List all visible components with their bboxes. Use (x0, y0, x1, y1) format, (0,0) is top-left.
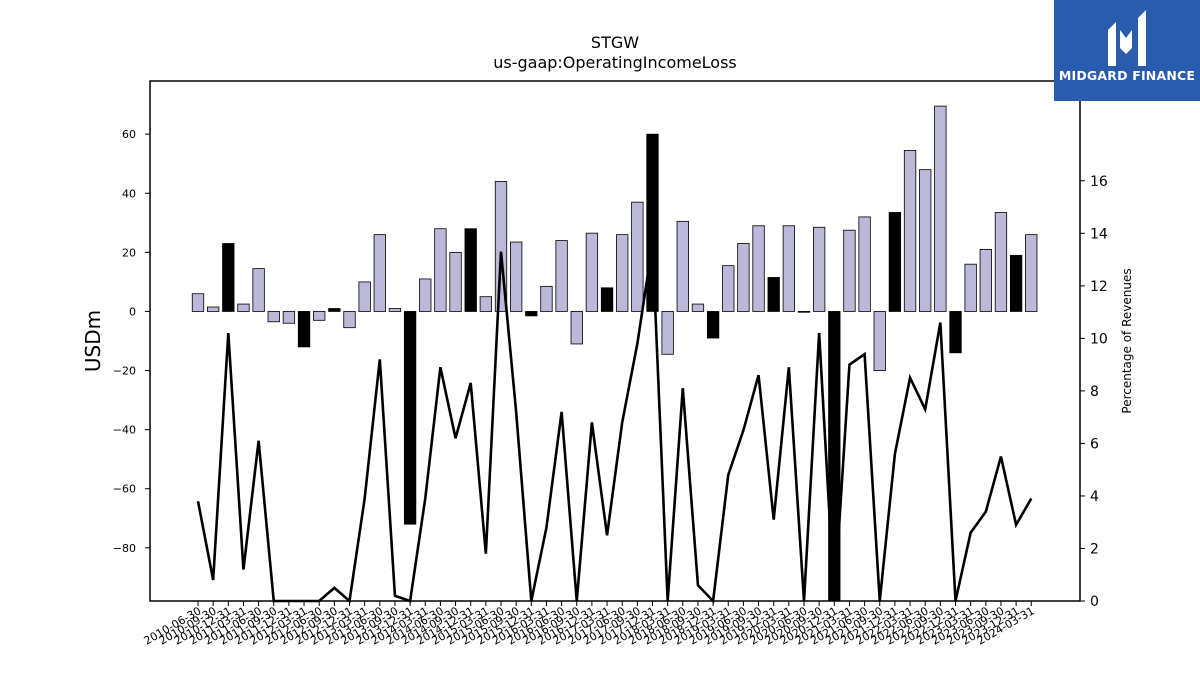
y-tick-label: −40 (113, 424, 136, 437)
y-tick-label: −80 (113, 542, 136, 555)
line-group (196, 243, 1033, 604)
bars-group (191, 105, 1038, 602)
bar-2016-09-30 (570, 311, 583, 345)
x-axis: 2010-06-302010-09-302010-12-312011-03-31… (142, 601, 1037, 648)
bar-2023-03-31 (964, 263, 977, 312)
bar-2013-12-31 (403, 311, 417, 525)
bar-2010-12-31 (222, 243, 235, 312)
bar-2018-09-30 (691, 303, 705, 312)
bar-2017-06-30 (616, 234, 629, 312)
bar-2014-03-31 (419, 278, 432, 312)
y-tick-label: −20 (113, 365, 136, 378)
bar-2015-09-30 (509, 241, 523, 312)
bar-2023-12-31 (1009, 254, 1023, 312)
bar-2013-03-31 (358, 281, 371, 312)
y2-tick-label: 6 (1090, 436, 1099, 452)
bar-2021-03-31 (843, 229, 856, 312)
bar-2011-03-31 (237, 303, 250, 312)
y-axis-label: USDm (81, 310, 105, 372)
bar-2010-09-30 (206, 306, 220, 312)
y-tick-label: 40 (122, 187, 136, 200)
bar-2010-06-30 (191, 293, 205, 312)
bar-2020-06-30 (797, 311, 811, 313)
bar-2012-06-30 (313, 311, 326, 321)
brand-logo: MIDGARD FINANCE (1054, 0, 1200, 101)
bar-2015-06-30 (494, 181, 508, 312)
logo-mark-icon (1108, 10, 1146, 66)
bar-2024-03-31 (1025, 234, 1038, 312)
bar-2012-12-31 (343, 311, 356, 329)
bar-2012-03-31 (297, 311, 311, 348)
chart-title: STGW (591, 33, 639, 52)
bar-2017-03-31 (600, 287, 614, 312)
percentage-line (196, 243, 1033, 604)
y-tick-label: 20 (122, 246, 136, 259)
bar-2016-06-30 (555, 240, 568, 312)
bar-2012-09-30 (328, 308, 341, 312)
bar-2011-12-31 (282, 311, 296, 324)
bar-2019-03-31 (722, 265, 735, 312)
bar-2013-09-30 (388, 308, 402, 312)
bar-2017-12-31 (646, 133, 659, 312)
y-tick-label: 0 (129, 305, 136, 318)
bar-2011-09-30 (267, 311, 280, 323)
bar-2023-06-30 (979, 249, 992, 312)
y2-tick-label: 10 (1090, 331, 1108, 347)
bar-2019-06-30 (737, 243, 750, 312)
y2-tick-label: 0 (1090, 594, 1099, 610)
bar-2022-03-31 (903, 150, 917, 312)
y2-axis-label: Percentage of Revenues (1120, 268, 1134, 413)
plot-frame (149, 80, 1081, 602)
bar-2016-03-31 (540, 285, 553, 312)
bar-2014-09-30 (449, 251, 462, 312)
bar-2019-12-31 (767, 277, 780, 312)
bar-2018-06-30 (676, 220, 689, 312)
bar-2018-12-31 (706, 311, 720, 339)
bar-2017-09-30 (631, 201, 644, 312)
bar-2021-06-30 (858, 216, 871, 312)
y-axis: −80 −60 −40 −20 0 20 40 60 (113, 128, 150, 555)
bar-2019-09-30 (752, 225, 765, 312)
bar-2022-06-30 (919, 169, 932, 312)
y2-tick-label: 2 (1090, 541, 1099, 557)
bar-2016-12-31 (585, 232, 599, 312)
bar-2021-12-31 (888, 212, 902, 312)
bar-2014-06-30 (434, 228, 447, 312)
y2-tick-label: 14 (1090, 226, 1108, 242)
bar-2022-12-31 (949, 311, 962, 354)
bar-2020-09-30 (813, 226, 826, 312)
y2-tick-label: 16 (1090, 174, 1108, 190)
y2-tick-label: 12 (1090, 279, 1108, 295)
y2-tick-label: 4 (1090, 489, 1099, 505)
bar-2023-09-30 (994, 212, 1008, 312)
bar-2014-12-31 (464, 228, 477, 312)
y2-tick-label: 8 (1090, 384, 1099, 400)
bar-2013-06-30 (373, 234, 386, 312)
bar-2011-06-30 (252, 268, 265, 312)
y-tick-label: −60 (113, 483, 136, 496)
chart-subtitle: us-gaap:OperatingIncomeLoss (493, 53, 737, 72)
y-tick-label: 60 (122, 128, 136, 141)
bar-2020-03-31 (782, 225, 795, 312)
bar-2021-09-30 (873, 311, 886, 371)
bar-2022-09-30 (934, 105, 947, 312)
logo-text: MIDGARD FINANCE (1058, 68, 1196, 83)
bar-2015-03-31 (479, 296, 493, 312)
y2-axis: 0 2 4 6 8 10 12 14 16 (1080, 174, 1108, 610)
bar-2015-12-31 (525, 311, 538, 317)
bar-2018-03-31 (661, 311, 674, 355)
